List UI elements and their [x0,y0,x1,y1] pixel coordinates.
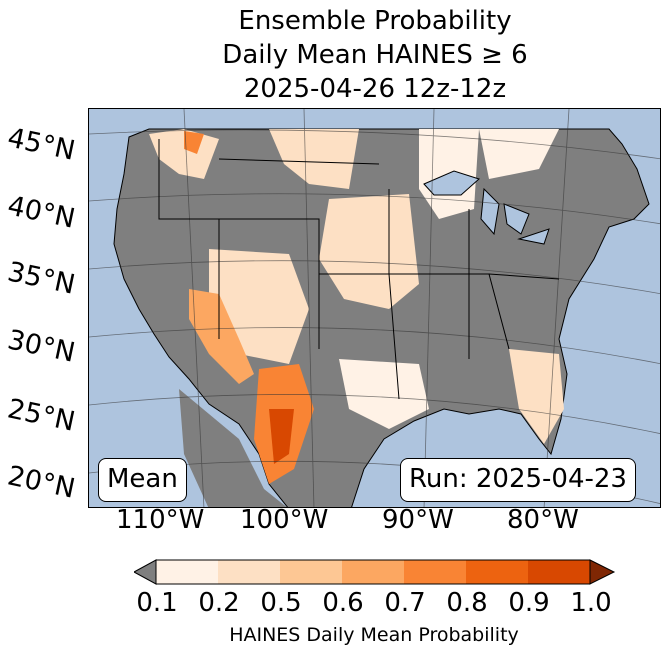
colorbar [134,559,616,585]
prob-patch-idaho [184,131,204,154]
prob-patch-montana [269,129,359,189]
colorbar-bin-3 [342,560,404,584]
title-line-1: Ensemble Probability [238,6,512,36]
lon-label-100: 100°W [240,505,329,535]
lake-huron [503,203,530,235]
cbar-tick-0: 0.1 [136,588,178,618]
lat-label-20: 20°N [4,460,78,505]
title-line-3: 2025-04-26 12z-12z [243,74,507,104]
lat-label-40: 40°N [4,190,78,235]
prob-patch-plains [319,194,419,309]
colorbar-bin-0 [156,560,218,584]
prob-patch-greatlakes [479,129,559,179]
lat-label-45: 45°N [4,122,78,167]
run-date-box: Run: 2025-04-23 [400,458,636,502]
colorbar-bin-1 [218,560,280,584]
cbar-tick-6: 0.9 [508,588,550,618]
prob-patch-gulf [339,359,429,429]
prob-patch-florida [509,349,564,444]
map-panel [88,108,661,508]
lat-label-35: 35°N [4,256,78,301]
colorbar-over-arrow [589,559,616,585]
lon-label-90: 90°W [382,505,454,535]
lon-label-110: 110°W [116,505,205,535]
lake-michigan [480,187,500,236]
colorbar-label: HAINES Daily Mean Probability [229,624,519,646]
graticule [89,109,660,507]
cbar-tick-3: 0.6 [322,588,364,618]
state-borders [158,139,560,400]
cbar-tick-7: 1.0 [570,588,612,618]
colorbar-under-arrow [134,559,157,585]
prob-patch-arizona [189,289,254,384]
cbar-tick-1: 0.2 [198,588,240,618]
colorbar-bin-5 [466,560,528,584]
cbar-tick-2: 0.5 [260,588,302,618]
lake-superior [423,170,480,196]
baja-region [179,389,287,507]
cbar-tick-4: 0.7 [384,588,426,618]
cbar-tick-5: 0.8 [446,588,488,618]
mean-label-box: Mean [98,458,187,502]
colorbar-bin-2 [280,560,342,584]
colorbar-bin-4 [404,560,466,584]
prob-patch-northwest [149,129,219,179]
title-line-2: Daily Mean HAINES ≥ 6 [222,40,528,70]
lon-label-80: 80°W [507,505,579,535]
colorbar-bin-6 [528,560,590,584]
lat-label-25: 25°N [4,393,78,438]
lat-label-30: 30°N [4,324,78,369]
prob-patch-mexico-peak [269,409,294,464]
lake-erie [517,228,550,245]
map-canvas [89,109,660,507]
